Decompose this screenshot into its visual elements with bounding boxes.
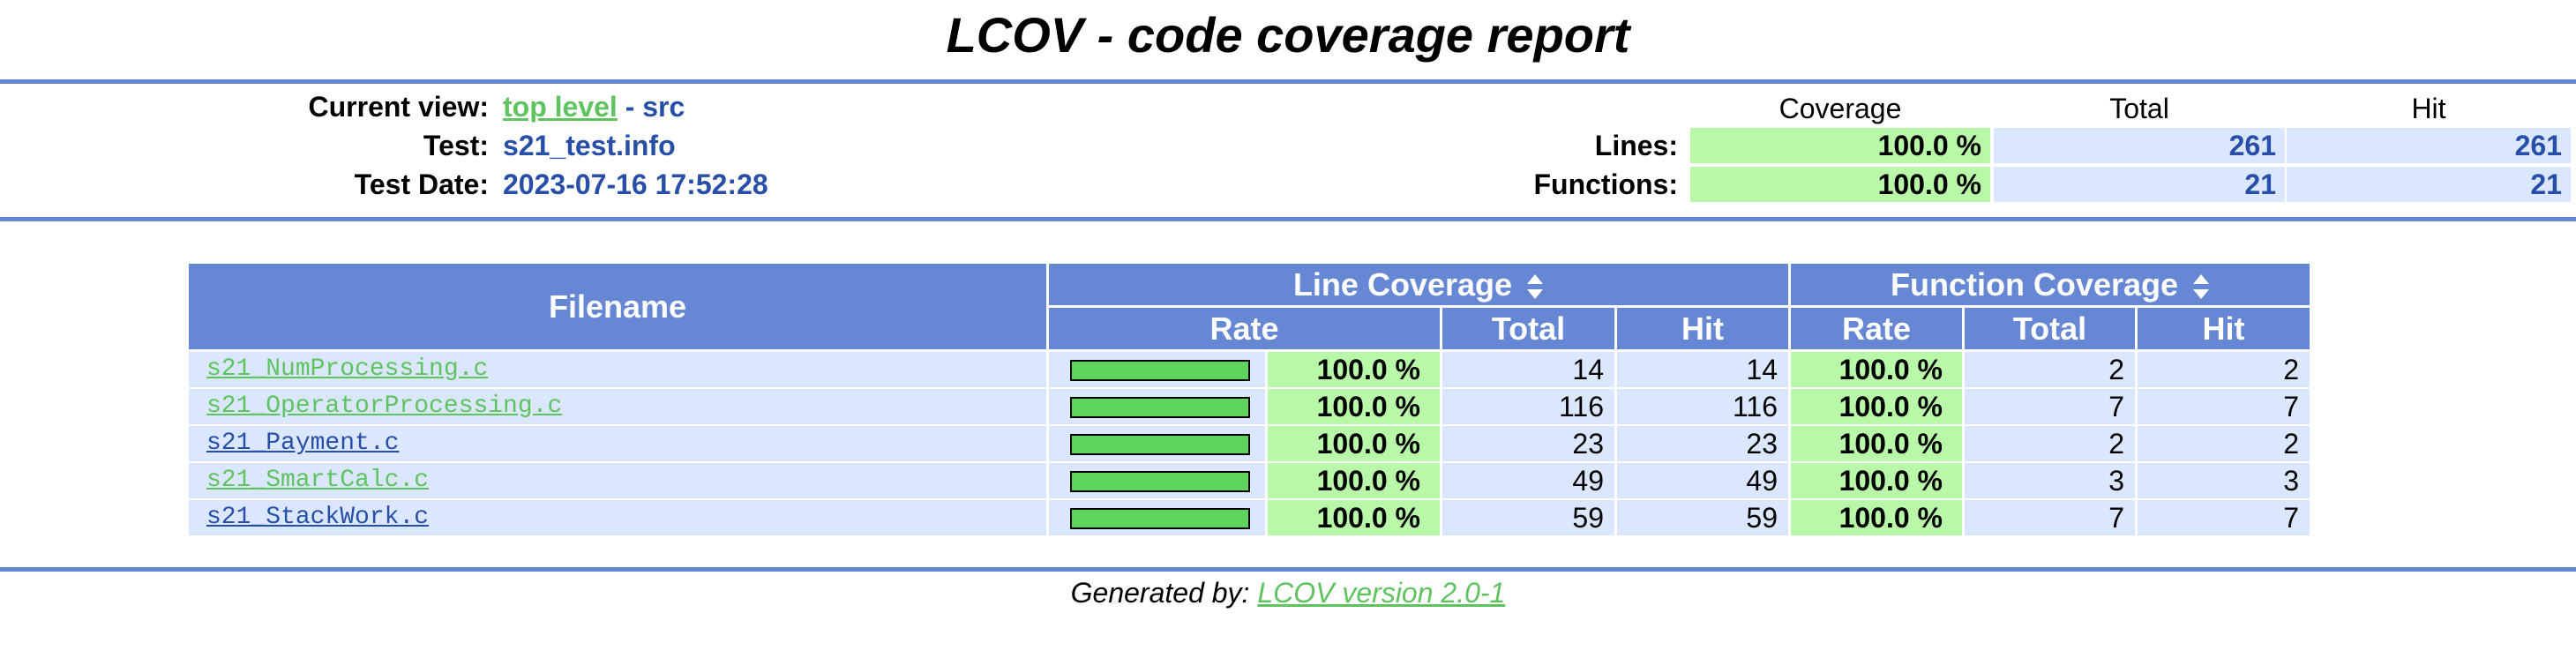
function-rate-header: Rate	[1791, 308, 1962, 349]
summary-total-header: Total	[2109, 93, 2169, 124]
summary-coverage-header: Coverage	[1778, 93, 1902, 124]
footer-divider	[0, 567, 2576, 572]
line-rate-header: Rate	[1049, 308, 1440, 349]
sort-updown-icon[interactable]	[2192, 273, 2210, 301]
test-label: Test:	[423, 130, 489, 161]
function-hit: 7	[2138, 500, 2310, 535]
coverage-bar-cell	[1049, 426, 1265, 461]
line-total-header: Total	[1442, 308, 1614, 349]
coverage-bar	[1070, 508, 1250, 529]
line-total: 59	[1442, 500, 1614, 535]
file-link[interactable]: s21_SmartCalc.c	[189, 463, 1046, 498]
lines-label: Lines:	[1594, 130, 1678, 161]
function-rate: 100.0 %	[1791, 389, 1962, 424]
line-total: 116	[1442, 389, 1614, 424]
coverage-bar-cell	[1049, 500, 1265, 535]
line-rate: 100.0 %	[1268, 500, 1440, 535]
function-hit-header: Hit	[2138, 308, 2310, 349]
sort-updown-icon[interactable]	[1526, 273, 1544, 301]
function-hit: 2	[2138, 426, 2310, 461]
function-coverage-header-label: Function Coverage	[1890, 266, 2179, 303]
function-rate: 100.0 %	[1791, 500, 1962, 535]
function-rate: 100.0 %	[1791, 463, 1962, 498]
coverage-bar	[1070, 434, 1250, 455]
function-total: 3	[1965, 463, 2135, 498]
coverage-bar-fill	[1072, 399, 1248, 416]
line-rate: 100.0 %	[1268, 463, 1440, 498]
coverage-bar-cell	[1049, 389, 1265, 424]
line-coverage-header[interactable]: Line Coverage	[1049, 264, 1788, 305]
coverage-bar-cell	[1049, 352, 1265, 387]
coverage-bar-cell	[1049, 463, 1265, 498]
page-title: LCOV - code coverage report	[946, 7, 1630, 63]
line-hit-header: Hit	[1617, 308, 1788, 349]
function-total: 7	[1965, 389, 2135, 424]
function-total: 2	[1965, 426, 2135, 461]
current-view-label: Current view:	[308, 91, 489, 123]
functions-label: Functions:	[1533, 168, 1678, 200]
line-rate: 100.0 %	[1268, 389, 1440, 424]
line-hit: 23	[1617, 426, 1788, 461]
function-rate: 100.0 %	[1791, 352, 1962, 387]
line-rate: 100.0 %	[1268, 352, 1440, 387]
functions-hit: 21	[2287, 167, 2571, 202]
function-hit: 7	[2138, 389, 2310, 424]
functions-total: 21	[1994, 167, 2285, 202]
function-total: 2	[1965, 352, 2135, 387]
test-date-value: 2023-07-16 17:52:28	[503, 168, 768, 200]
footer: Generated by: LCOV version 2.0-1	[0, 575, 2576, 610]
line-hit: 49	[1617, 463, 1788, 498]
coverage-bar-fill	[1072, 473, 1248, 490]
lcov-version-link[interactable]: LCOV version 2.0-1	[1257, 577, 1506, 609]
function-hit: 3	[2138, 463, 2310, 498]
coverage-bar	[1070, 360, 1250, 381]
file-link[interactable]: s21_NumProcessing.c	[189, 352, 1046, 387]
current-view-separator: -	[617, 91, 643, 123]
test-value: s21_test.info	[503, 130, 676, 161]
function-hit: 2	[2138, 352, 2310, 387]
file-link[interactable]: s21_OperatorProcessing.c	[189, 389, 1046, 424]
footer-prefix: Generated by:	[1070, 577, 1258, 609]
line-hit: 59	[1617, 500, 1788, 535]
line-total: 49	[1442, 463, 1614, 498]
header-bottom-divider	[0, 217, 2576, 221]
current-view-value: top level - src	[503, 89, 685, 124]
function-total: 7	[1965, 500, 2135, 535]
line-total: 14	[1442, 352, 1614, 387]
coverage-bar	[1070, 471, 1250, 492]
line-hit: 116	[1617, 389, 1788, 424]
lines-hit: 261	[2287, 128, 2571, 163]
file-link[interactable]: s21_Payment.c	[189, 426, 1046, 461]
top-divider	[0, 79, 2576, 84]
coverage-bar-fill	[1072, 362, 1248, 379]
filename-header: Filename	[189, 264, 1046, 349]
coverage-bar-fill	[1072, 510, 1248, 527]
coverage-bar-fill	[1072, 436, 1248, 453]
current-view-dir: src	[642, 91, 685, 123]
line-coverage-header-label: Line Coverage	[1292, 266, 1513, 303]
function-coverage-header[interactable]: Function Coverage	[1791, 264, 2310, 305]
function-rate: 100.0 %	[1791, 426, 1962, 461]
functions-coverage: 100.0 %	[1690, 167, 1990, 202]
function-total-header: Total	[1965, 308, 2135, 349]
coverage-bar	[1070, 397, 1250, 418]
line-total: 23	[1442, 426, 1614, 461]
top-level-link[interactable]: top level	[503, 91, 618, 123]
lines-total: 261	[1994, 128, 2285, 163]
test-date-label: Test Date:	[354, 168, 489, 200]
summary-hit-header: Hit	[2411, 93, 2446, 124]
line-rate: 100.0 %	[1268, 426, 1440, 461]
line-hit: 14	[1617, 352, 1788, 387]
lines-coverage: 100.0 %	[1690, 128, 1990, 163]
file-link[interactable]: s21_StackWork.c	[189, 500, 1046, 535]
